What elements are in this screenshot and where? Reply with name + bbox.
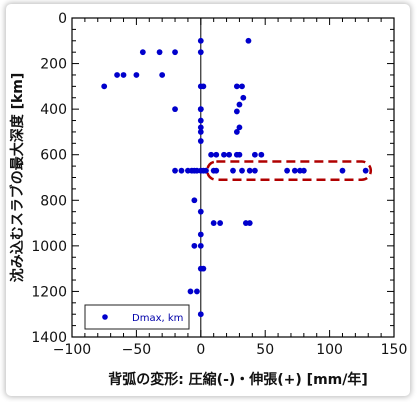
y-tick-label: 600 bbox=[40, 148, 67, 164]
y-tick-label: 1200 bbox=[31, 284, 67, 300]
x-tick-label: −100 bbox=[53, 342, 91, 358]
data-point bbox=[258, 151, 265, 158]
data-point bbox=[236, 124, 243, 131]
data-point bbox=[217, 220, 224, 226]
data-point bbox=[156, 49, 163, 56]
x-tick-label: 0 bbox=[196, 342, 205, 358]
data-point bbox=[362, 167, 369, 174]
data-point bbox=[233, 83, 240, 90]
legend-label: Dmax, km bbox=[132, 313, 183, 324]
data-point bbox=[251, 167, 258, 174]
data-point bbox=[172, 167, 178, 174]
data-point bbox=[159, 72, 166, 78]
y-tick-label: 800 bbox=[40, 193, 67, 209]
data-point bbox=[251, 151, 258, 158]
data-point bbox=[300, 167, 307, 174]
data-point bbox=[210, 220, 217, 226]
data-point bbox=[191, 242, 198, 249]
y-tick-label: 400 bbox=[40, 102, 67, 118]
data-point bbox=[246, 167, 253, 174]
data-point bbox=[233, 108, 240, 115]
data-point bbox=[239, 167, 245, 174]
data-point bbox=[178, 167, 185, 174]
data-point bbox=[172, 106, 178, 113]
legend: Dmax, km bbox=[84, 304, 190, 330]
data-point bbox=[197, 231, 204, 238]
data-point bbox=[203, 167, 209, 174]
y-axis-title: 沈み込むスラブの最大深度 [km] bbox=[9, 73, 26, 283]
data-point bbox=[197, 124, 204, 131]
y-tick-label: 1400 bbox=[31, 330, 67, 346]
data-point bbox=[233, 129, 240, 135]
data-point bbox=[291, 167, 298, 174]
data-point bbox=[197, 138, 204, 144]
x-tick-label: −50 bbox=[122, 342, 152, 358]
data-point bbox=[191, 197, 198, 204]
legend-marker bbox=[102, 314, 108, 320]
data-point bbox=[114, 72, 120, 78]
data-point bbox=[245, 37, 252, 44]
data-point bbox=[197, 208, 204, 215]
data-point bbox=[200, 83, 207, 90]
data-point bbox=[208, 151, 215, 158]
y-tick-label: 200 bbox=[40, 57, 67, 73]
data-point bbox=[133, 72, 140, 78]
tick-marks bbox=[71, 17, 395, 338]
data-point bbox=[197, 117, 204, 124]
y-tick-label: 0 bbox=[58, 11, 67, 27]
data-point bbox=[197, 106, 204, 113]
data-point bbox=[197, 49, 204, 56]
data-point bbox=[213, 167, 220, 174]
data-point bbox=[172, 49, 178, 56]
x-tick-label: 150 bbox=[381, 342, 408, 358]
data-point bbox=[284, 167, 290, 174]
data-point bbox=[230, 167, 236, 174]
data-point bbox=[101, 83, 108, 90]
data-point bbox=[197, 129, 204, 135]
data-point bbox=[139, 49, 146, 56]
data-point bbox=[240, 94, 247, 101]
data-point bbox=[194, 288, 200, 295]
data-point bbox=[197, 311, 204, 318]
data-point bbox=[221, 151, 227, 158]
data-point bbox=[197, 242, 204, 249]
y-tick-label: 1000 bbox=[31, 239, 67, 255]
data-point bbox=[226, 151, 233, 158]
data-point bbox=[200, 265, 207, 272]
data-point bbox=[236, 101, 243, 108]
plot-border bbox=[71, 17, 395, 338]
data-point bbox=[239, 83, 245, 90]
data-point bbox=[246, 220, 253, 226]
x-tick-label: 50 bbox=[256, 342, 274, 358]
data-point bbox=[339, 167, 346, 174]
x-axis-title: 背弧の変形: 圧縮(-)・伸張(+) [mm/年] bbox=[108, 371, 368, 388]
data-point bbox=[120, 72, 127, 78]
x-tick-labels: −100 −50 0 50 100 150 bbox=[53, 342, 408, 358]
axes bbox=[71, 17, 395, 338]
highlight-region bbox=[205, 160, 373, 182]
data-point bbox=[213, 151, 220, 158]
y-tick-labels: 0 200 400 600 800 1000 1200 1400 bbox=[31, 11, 67, 346]
data-point bbox=[187, 288, 194, 295]
data-points bbox=[101, 37, 369, 318]
x-tick-label: 100 bbox=[316, 342, 343, 358]
data-point bbox=[236, 151, 243, 158]
data-point bbox=[197, 37, 204, 44]
